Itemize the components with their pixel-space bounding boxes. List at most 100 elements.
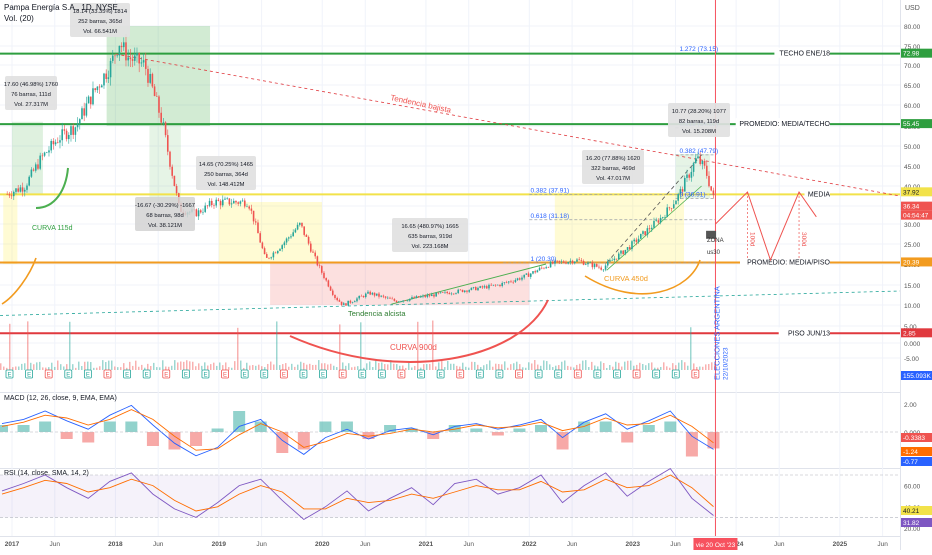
volume-bar bbox=[486, 364, 488, 370]
time-tick-4: 2019 bbox=[212, 541, 227, 548]
earnings-marker-letter: E bbox=[341, 373, 345, 379]
time-tick-17: 2025 bbox=[833, 541, 848, 548]
volume-indicator-label[interactable]: Vol. (20) bbox=[4, 14, 34, 23]
candle-body bbox=[408, 298, 411, 301]
symbol-title[interactable]: Pampa Energía S.A., 1D, NYSE bbox=[4, 3, 118, 12]
candle-body bbox=[538, 267, 541, 271]
macd-histogram-bar bbox=[384, 425, 397, 432]
volume-bar bbox=[123, 363, 125, 370]
earnings-marker-letter: E bbox=[105, 373, 109, 379]
candle-body bbox=[576, 259, 578, 262]
candle-body bbox=[307, 236, 310, 244]
candle-body bbox=[661, 217, 664, 218]
volume-bar bbox=[612, 366, 614, 370]
volume-bar bbox=[633, 365, 635, 370]
volume-bar bbox=[96, 367, 98, 370]
price-tick-16: 75.00 bbox=[904, 44, 921, 51]
earnings-marker-letter: E bbox=[635, 373, 639, 379]
earnings-marker bbox=[162, 369, 171, 379]
volume-bar bbox=[600, 361, 602, 370]
measure-box-bg-4 bbox=[392, 218, 468, 252]
earnings-marker-letter: E bbox=[674, 373, 678, 379]
candle-body bbox=[562, 261, 565, 263]
volume-bar bbox=[12, 367, 14, 370]
price-badge-0: 72.98 bbox=[903, 51, 920, 58]
volume-bar bbox=[51, 362, 53, 370]
candle-body bbox=[697, 156, 699, 159]
annotation-curve-900d: CURVA 900d bbox=[390, 343, 437, 352]
measure-box-line-1-0: 17.60 (46.98%) 1760 bbox=[4, 82, 58, 88]
price-badge-7: 155.093K bbox=[903, 373, 931, 380]
volume-bar bbox=[444, 367, 446, 370]
volume-bar bbox=[147, 363, 149, 370]
volume-bar bbox=[582, 360, 584, 370]
level-label-0: TECHO ENE/18 bbox=[779, 51, 830, 58]
volume-bar bbox=[120, 367, 122, 370]
volume-bar bbox=[645, 365, 647, 370]
candle-body bbox=[670, 208, 673, 209]
pane-divider-macd[interactable] bbox=[0, 392, 900, 393]
earnings-marker bbox=[632, 369, 641, 379]
volume-bar bbox=[39, 361, 41, 370]
macd-tick-0: 2.00 bbox=[904, 402, 917, 409]
earnings-marker-letter: E bbox=[419, 373, 423, 379]
candle-body bbox=[591, 262, 594, 268]
candle-body bbox=[74, 127, 77, 135]
measure-box-line-6-2: Vol. 15.208M bbox=[682, 129, 716, 135]
earnings-marker-letter: E bbox=[223, 373, 227, 379]
volume-bar bbox=[654, 367, 656, 370]
measure-box-line-6-1: 82 barras, 119d bbox=[679, 119, 719, 125]
pane-divider-rsi[interactable] bbox=[0, 468, 900, 469]
volume-bar bbox=[132, 365, 134, 370]
zone-box bbox=[706, 230, 717, 239]
volume-bar bbox=[555, 365, 557, 370]
volume-bar bbox=[168, 366, 170, 370]
candle-body bbox=[543, 267, 545, 269]
currency-label[interactable]: USD bbox=[905, 5, 920, 12]
measure-box-line-1-2: Vol. 27.317M bbox=[14, 102, 48, 108]
macd-title[interactable]: MACD (12, 26, close, 9, EMA, EMA) bbox=[4, 395, 117, 402]
candle-body bbox=[129, 57, 132, 60]
macd-series-macd bbox=[1, 404, 714, 457]
candle-body bbox=[653, 220, 655, 228]
macd-histogram-bar bbox=[427, 432, 440, 439]
earnings-marker-letter: E bbox=[615, 373, 619, 379]
candle-body bbox=[103, 73, 105, 86]
volume-bar bbox=[93, 367, 95, 370]
candle-body bbox=[362, 295, 365, 298]
channel-lower bbox=[606, 185, 702, 271]
volume-bar bbox=[534, 360, 536, 370]
volume-bar bbox=[558, 365, 560, 370]
candle-body bbox=[525, 273, 528, 275]
volume-bar bbox=[630, 360, 632, 370]
earnings-marker-letter: E bbox=[595, 373, 599, 379]
candle-body bbox=[162, 122, 165, 124]
price-tick-4: 15.00 bbox=[904, 283, 921, 290]
earnings-marker bbox=[613, 369, 621, 379]
candle-body bbox=[703, 160, 706, 166]
volume-bar bbox=[321, 363, 323, 370]
measure-box-line-5-2: Vol. 47.017M bbox=[596, 176, 630, 182]
rsi-title[interactable]: RSI (14, close, SMA, 14, 2) bbox=[4, 470, 89, 477]
candle-body bbox=[217, 199, 220, 201]
volume-bar bbox=[495, 363, 497, 370]
candle-body bbox=[202, 211, 204, 213]
volume-bar bbox=[438, 362, 440, 370]
macd-series-signal bbox=[1, 409, 714, 451]
candle-body bbox=[314, 252, 316, 257]
volume-bar bbox=[357, 366, 359, 370]
earnings-marker bbox=[691, 369, 700, 379]
volume-bar bbox=[219, 362, 221, 370]
price-axis-divider bbox=[900, 0, 901, 550]
volume-bar bbox=[75, 367, 77, 370]
volume-bar bbox=[609, 365, 611, 370]
volume-bar bbox=[420, 367, 422, 370]
candle-body bbox=[419, 296, 422, 298]
candle-body bbox=[111, 55, 114, 61]
candle-body bbox=[6, 194, 8, 195]
volume-bar bbox=[498, 364, 500, 370]
earnings-marker-letter: E bbox=[86, 373, 90, 379]
volume-bar bbox=[636, 364, 638, 370]
